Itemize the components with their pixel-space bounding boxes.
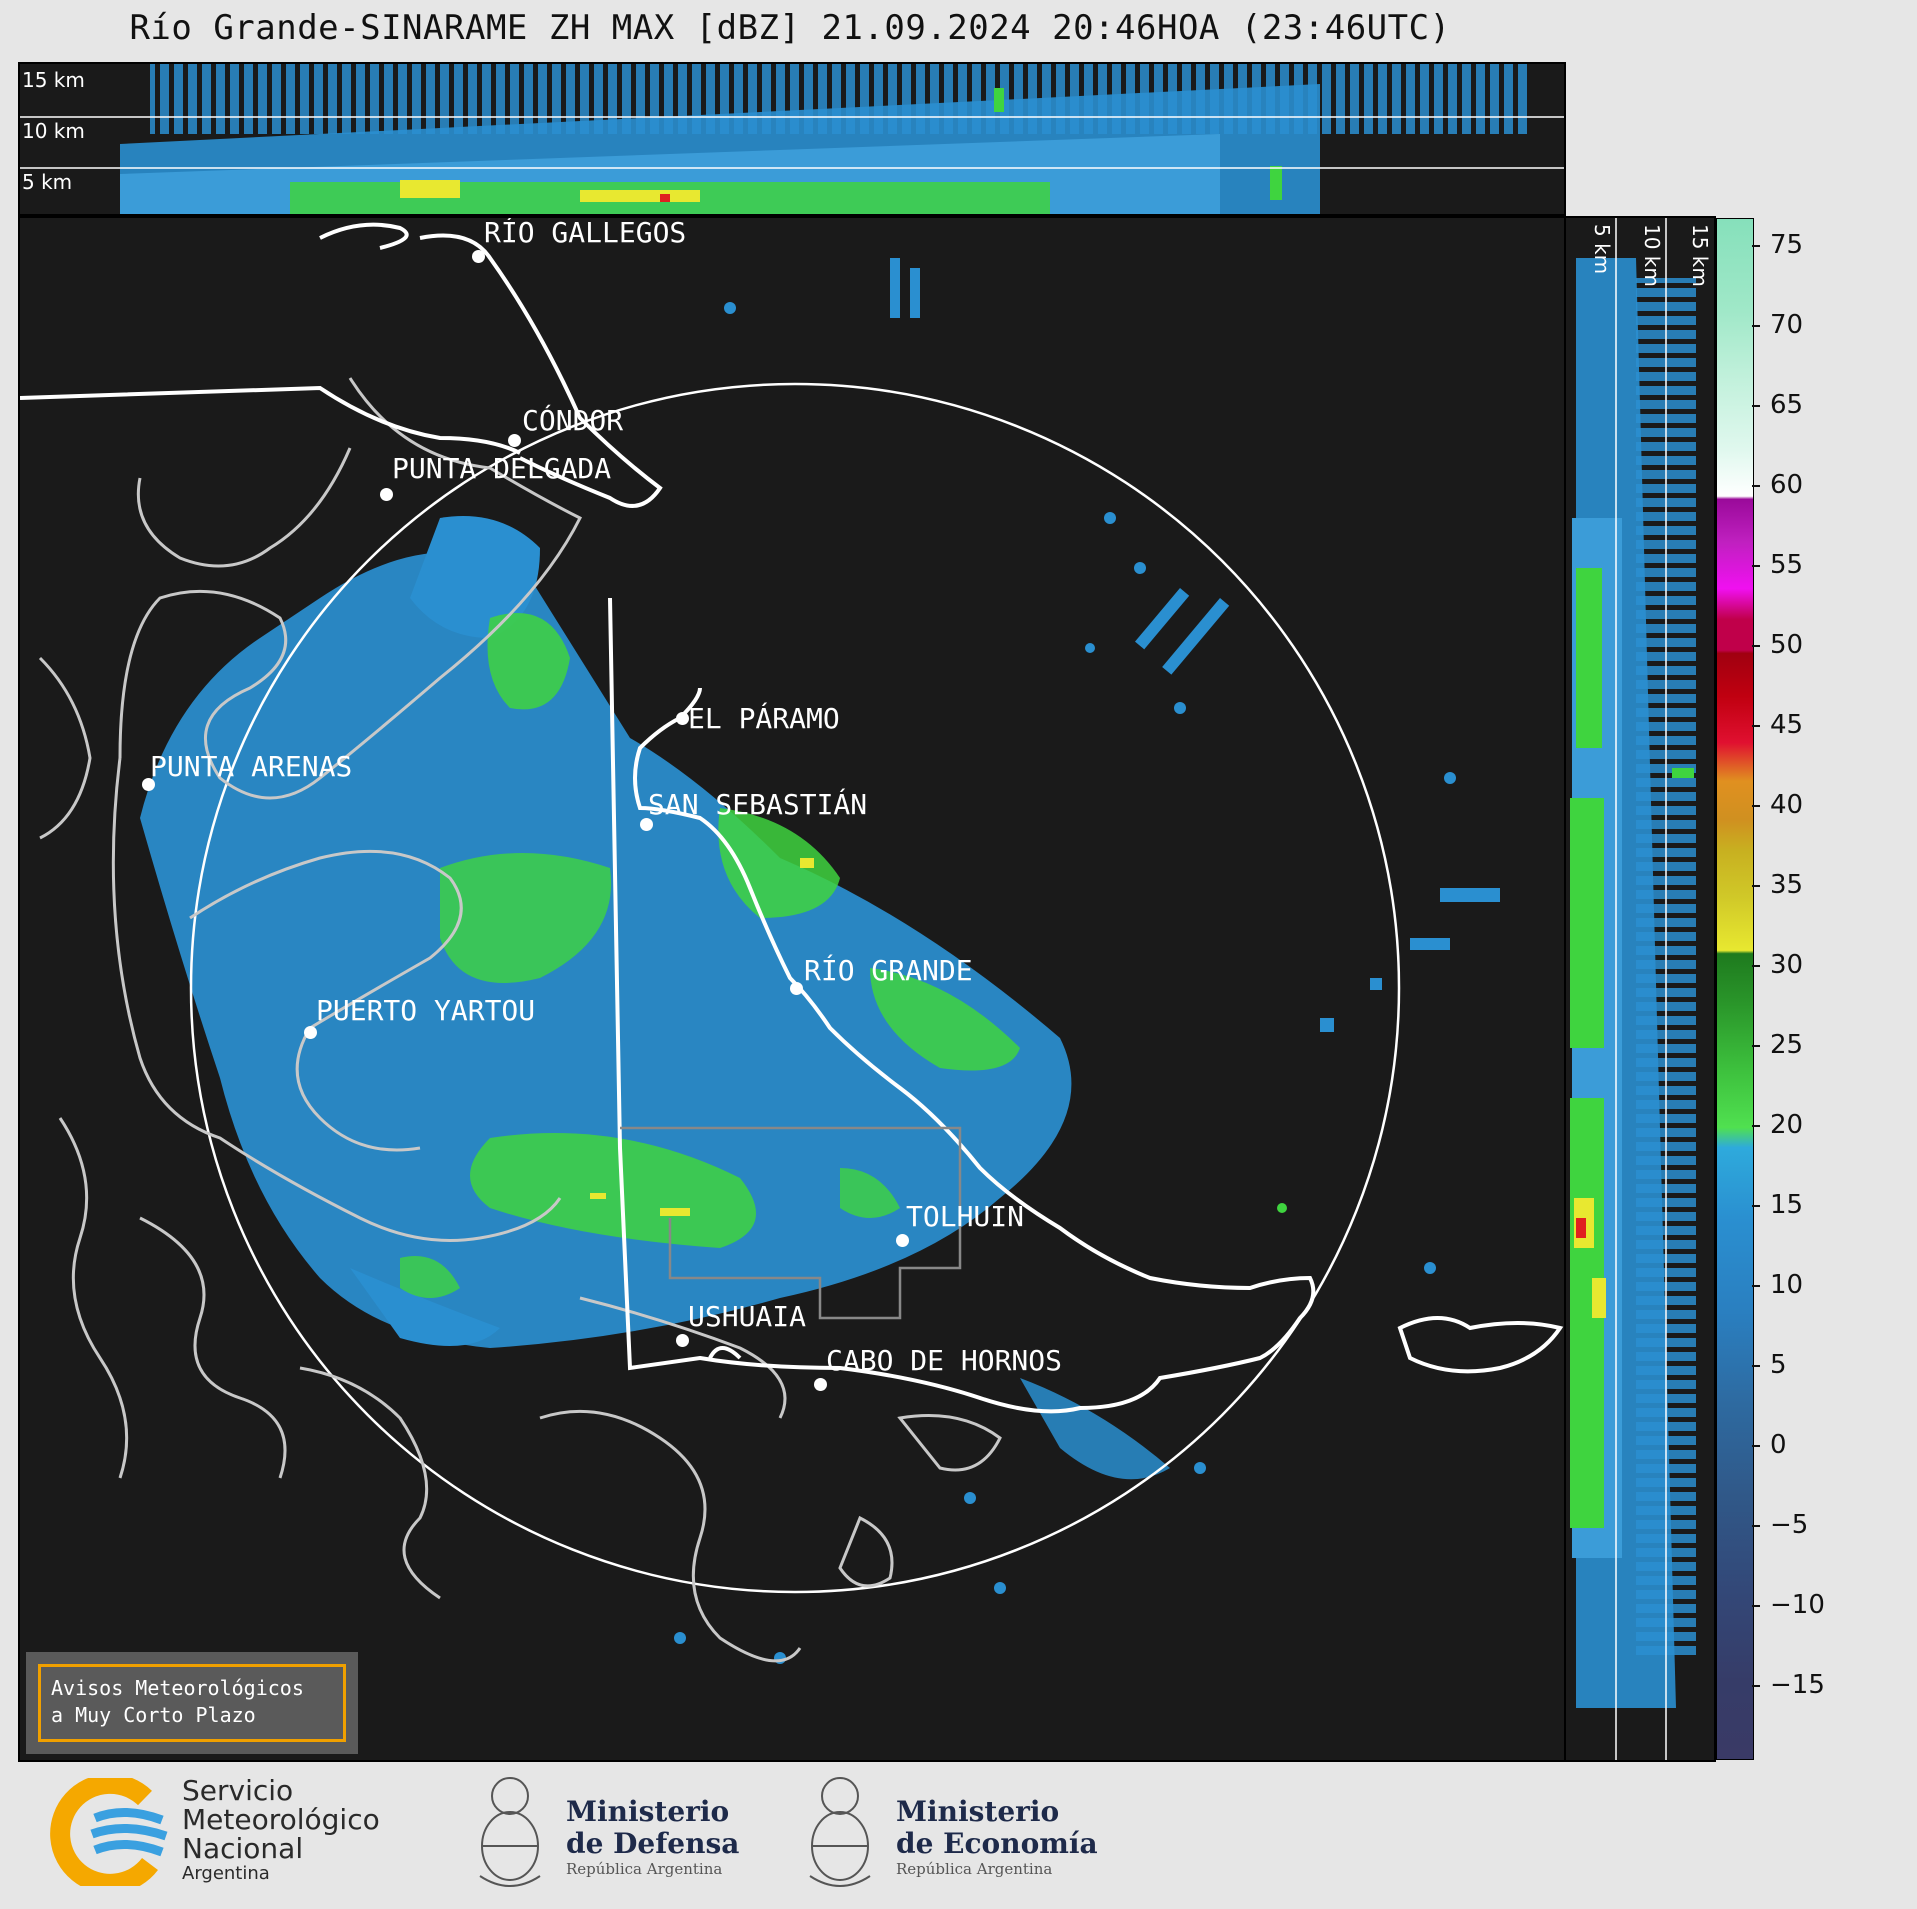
- side-cross-section-echoes: [1570, 218, 1696, 1760]
- city-dot-cabo-de-hornos: [814, 1378, 827, 1391]
- radar-echo-layer: [20, 222, 1564, 1664]
- height-label-10km: 10 km: [22, 119, 85, 143]
- warning-line-1: Avisos Meteorológicos: [51, 1676, 304, 1700]
- smn-text: Servicio Meteorológico Nacional Argentin…: [182, 1776, 380, 1885]
- city-dot-rio-gallegos: [472, 250, 485, 263]
- colorbar-tick-70: 70: [1751, 310, 1803, 340]
- colorbar-tick-35: 35: [1751, 870, 1803, 900]
- top-cross-section-echoes: [20, 64, 1564, 214]
- side-height-label-5km: 5 km: [1590, 224, 1614, 275]
- warning-text-frame: Avisos Meteorológicos a Muy Corto Plazo: [38, 1664, 346, 1742]
- city-label-punta-arenas: PUNTA ARENAS: [150, 750, 353, 783]
- reflectivity-echoes: [140, 258, 1500, 1664]
- height-label-15km: 15 km: [22, 68, 85, 92]
- city-dot-san-sebastian: [640, 818, 653, 831]
- city-dot-punta-delgada: [380, 488, 393, 501]
- city-dot-puerto-yartou: [304, 1026, 317, 1039]
- colorbar-tick-minus10: −10: [1752, 1590, 1825, 1620]
- colorbar-tick-60: 60: [1751, 470, 1803, 500]
- city-label-tolhuin: TOLHUIN: [906, 1200, 1025, 1233]
- city-dot-condor: [508, 434, 521, 447]
- colorbar-tick-0: 0: [1752, 1430, 1787, 1460]
- warning-box: Avisos Meteorológicos a Muy Corto Plazo: [26, 1652, 358, 1754]
- warning-line-2: a Muy Corto Plazo: [51, 1703, 256, 1727]
- coat-of-arms-economia-icon: [800, 1766, 880, 1896]
- colorbar-tick-45: 45: [1751, 710, 1803, 740]
- city-dot-rio-grande: [790, 982, 803, 995]
- colorbar-tick-75: 75: [1751, 230, 1803, 260]
- defensa-line-1: Ministerio: [566, 1795, 730, 1828]
- boundary-grey: [620, 1126, 962, 1320]
- colorbar-tick-30: 30: [1751, 950, 1803, 980]
- radar-map: RÍO GALLEGOS CÓNDOR PUNTA DELGADA EL PÁR…: [18, 216, 1566, 1762]
- colorbar-tick-minus15: −15: [1752, 1670, 1825, 1700]
- smn-line-1: Servicio: [182, 1774, 294, 1807]
- city-dot-tolhuin: [896, 1234, 909, 1247]
- colorbar-tick-5: 5: [1752, 1350, 1787, 1380]
- colorbar-tick-25: 25: [1751, 1030, 1803, 1060]
- city-label-ushuaia: USHUAIA: [688, 1300, 807, 1333]
- city-label-punta-delgada: PUNTA DELGADA: [392, 452, 612, 485]
- coat-of-arms-defensa-icon: [470, 1766, 550, 1896]
- city-label-rio-gallegos: RÍO GALLEGOS: [484, 216, 687, 249]
- side-height-label-15km: 15 km: [1688, 224, 1712, 287]
- defensa-text: Ministerio de Defensa República Argentin…: [566, 1795, 740, 1879]
- defensa-line-3: República Argentina: [566, 1860, 723, 1878]
- smn-line-4: Argentina: [182, 1863, 270, 1884]
- colorbar-tick-15: 15: [1751, 1190, 1803, 1220]
- city-label-puerto-yartou: PUERTO YARTOU: [316, 994, 536, 1027]
- city-label-condor: CÓNDOR: [522, 404, 624, 437]
- colorbar-tick-40: 40: [1751, 790, 1803, 820]
- smn-logo: [50, 1773, 170, 1894]
- side-height-label-10km: 10 km: [1640, 224, 1664, 287]
- city-label-el-paramo: EL PÁRAMO: [688, 702, 840, 735]
- defensa-line-2: de Defensa: [566, 1827, 740, 1860]
- city-label-cabo-de-hornos: CABO DE HORNOS: [826, 1344, 1063, 1377]
- reflectivity-colorbar: [1716, 218, 1754, 1760]
- range-ring: [189, 382, 1401, 1594]
- smn-logo-icon: [50, 1773, 168, 1894]
- colorbar-tick-50: 50: [1751, 630, 1803, 660]
- economia-line-3: República Argentina: [896, 1860, 1053, 1878]
- top-cross-section-panel: 15 km 10 km 5 km: [18, 62, 1566, 216]
- colorbar-tick-20: 20: [1751, 1110, 1803, 1140]
- coastline-white: [20, 222, 1564, 1414]
- city-label-san-sebastian: SAN SEBASTIÁN: [648, 788, 868, 821]
- economia-line-2: de Economía: [896, 1827, 1098, 1860]
- colorbar-tick-55: 55: [1751, 550, 1803, 580]
- smn-line-3: Nacional: [182, 1832, 304, 1865]
- map-title: Río Grande-SINARAME ZH MAX [dBZ] 21.09.2…: [129, 8, 1451, 48]
- city-dot-punta-arenas: [142, 778, 155, 791]
- side-cross-section-panel: 5 km 10 km 15 km: [1564, 216, 1716, 1762]
- colorbar-tick-minus5: −5: [1751, 1510, 1808, 1540]
- city-dot-el-paramo: [676, 712, 689, 725]
- height-label-5km: 5 km: [22, 170, 73, 194]
- smn-line-2: Meteorológico: [182, 1803, 380, 1836]
- colorbar-tick-65: 65: [1751, 390, 1803, 420]
- economia-text: Ministerio de Economía República Argenti…: [896, 1795, 1098, 1879]
- city-label-rio-grande: RÍO GRANDE: [804, 954, 973, 987]
- economia-line-1: Ministerio: [896, 1795, 1060, 1828]
- coastline-grey: [38, 377, 1002, 1663]
- colorbar-tick-10: 10: [1751, 1270, 1803, 1300]
- city-dot-ushuaia: [676, 1334, 689, 1347]
